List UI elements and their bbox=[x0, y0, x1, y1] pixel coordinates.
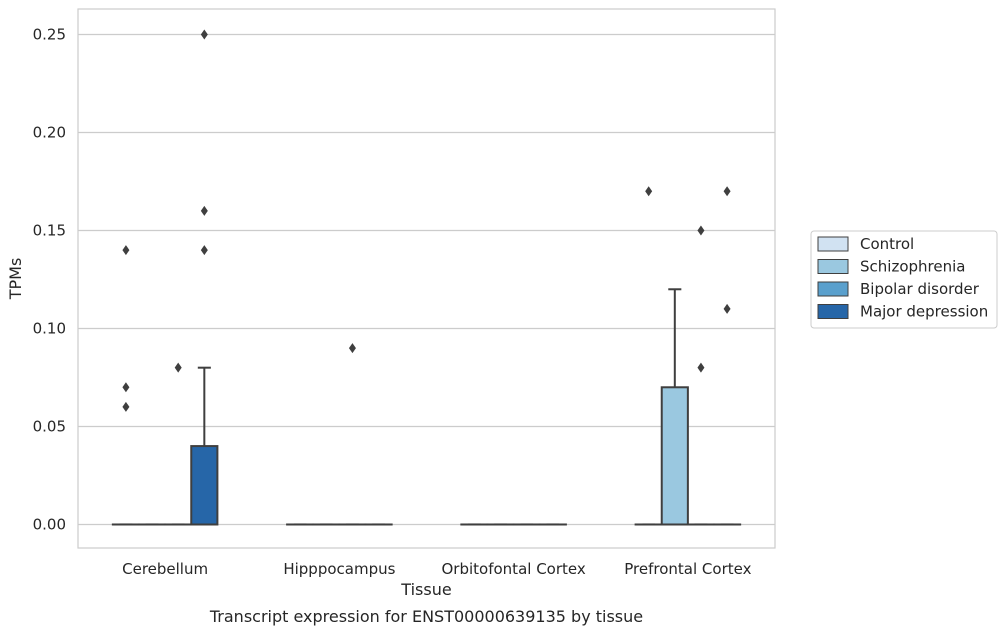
box-group bbox=[111, 245, 140, 526]
legend-label: Schizophrenia bbox=[860, 258, 965, 276]
x-tick-label: Hipppocampus bbox=[283, 560, 395, 578]
y-tick-label: 0.05 bbox=[33, 417, 66, 435]
box-group bbox=[164, 362, 193, 526]
outlier-point bbox=[122, 382, 130, 393]
outlier-point bbox=[122, 401, 130, 412]
outlier-point bbox=[174, 362, 182, 373]
box-group bbox=[660, 288, 689, 526]
plot-area-frame bbox=[77, 8, 776, 549]
x-axis-label: Tissue bbox=[400, 580, 451, 599]
chart-caption: Transcript expression for ENST0000063913… bbox=[209, 607, 643, 626]
box-group bbox=[338, 343, 367, 526]
outlier-point bbox=[200, 245, 208, 256]
x-tick-label: Prefrontal Cortex bbox=[624, 560, 751, 578]
outlier-point bbox=[122, 245, 130, 256]
legend-swatch bbox=[817, 304, 849, 319]
y-tick-labels: 0.00 0.05 0.10 0.15 0.20 0.25 bbox=[33, 25, 66, 533]
x-tick-labels: Cerebellum Hipppocampus Orbitofontal Corte… bbox=[122, 560, 751, 578]
box-iqr bbox=[190, 445, 219, 526]
box-group bbox=[686, 225, 716, 526]
outlier-point bbox=[200, 29, 208, 40]
y-tick-label: 0.10 bbox=[33, 319, 66, 337]
legend-label: Control bbox=[860, 235, 914, 253]
legend-swatch bbox=[817, 259, 849, 274]
y-tick-label: 0.20 bbox=[33, 123, 66, 141]
legend: Control Schizophrenia Bipolar disorder Majo… bbox=[810, 230, 998, 329]
outlier-point bbox=[697, 362, 705, 373]
box-iqr bbox=[660, 386, 689, 526]
box-group bbox=[190, 29, 219, 526]
y-tick-label: 0.15 bbox=[33, 221, 66, 239]
legend-swatch bbox=[817, 236, 849, 252]
outlier-point bbox=[723, 303, 731, 314]
legend-swatch bbox=[817, 281, 849, 297]
outlier-point bbox=[200, 205, 208, 216]
legend-label: Major depression bbox=[860, 303, 988, 321]
box-group bbox=[634, 186, 663, 526]
boxes-layer bbox=[111, 29, 742, 526]
x-tick-label: Cerebellum bbox=[122, 560, 208, 578]
legend-frame bbox=[810, 230, 998, 329]
outlier-point bbox=[723, 186, 731, 197]
legend-label: Bipolar disorder bbox=[860, 280, 980, 298]
y-axis-label: TPMs bbox=[6, 258, 25, 301]
box-group bbox=[713, 186, 742, 526]
y-tick-label: 0.00 bbox=[33, 515, 66, 533]
y-tick-label: 0.25 bbox=[33, 25, 66, 43]
x-tick-label: Orbitofontal Cortex bbox=[442, 560, 586, 578]
outlier-point bbox=[697, 225, 705, 236]
outlier-point bbox=[645, 186, 653, 197]
outlier-point bbox=[348, 343, 356, 354]
